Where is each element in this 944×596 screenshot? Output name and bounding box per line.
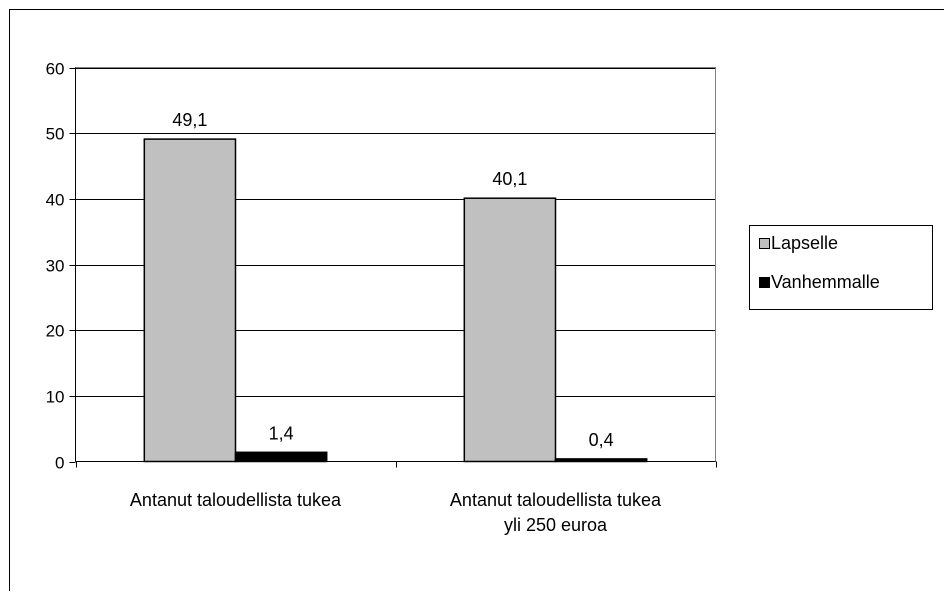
bar-lapselle [144,139,235,461]
data-label: 0,4 [589,430,614,450]
bar-lapselle [464,198,555,461]
bar-vanhemmalle [236,452,327,461]
x-category-label: Antanut taloudellista tukea [130,490,342,510]
y-tick-label: 20 [46,322,65,341]
y-tick-label: 30 [46,257,65,276]
legend: Lapselle Vanhemmalle [750,226,933,310]
y-tick-label: 10 [46,388,65,407]
y-tick-label: 50 [46,125,65,144]
legend-label: Lapselle [771,233,838,253]
data-label: 1,4 [269,423,294,443]
data-label: 40,1 [492,169,527,189]
y-tick-label: 40 [46,191,65,210]
x-category-label: Antanut taloudellista tukea [450,490,662,510]
data-label: 49,1 [172,110,207,130]
legend-label: Vanhemmalle [771,272,880,292]
y-tick-label: 60 [46,60,65,79]
legend-swatch-lapselle [760,239,770,249]
x-category-label: yli 250 euroa [504,515,608,535]
bar-vanhemmalle [556,459,647,462]
legend-swatch-vanhemmalle [760,278,770,288]
y-tick-label: 0 [55,454,64,473]
